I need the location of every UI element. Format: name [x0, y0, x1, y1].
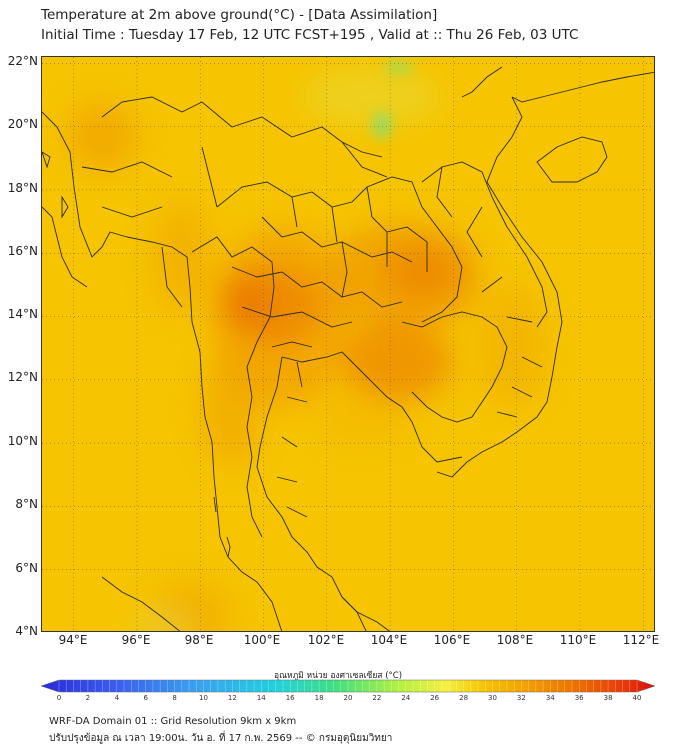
colorbar-label: 6 — [143, 694, 148, 702]
colorbar-label: 36 — [574, 694, 584, 702]
lat-label-22n: 22°N — [7, 54, 38, 68]
lat-label-4n: 4°N — [15, 624, 38, 638]
colorbar-label: 40 — [632, 694, 642, 702]
myanmar-east-border — [101, 96, 383, 158]
colorbar-label: 20 — [343, 694, 353, 702]
province-lines-2 — [261, 186, 413, 263]
myanmar-coastline — [42, 111, 283, 631]
burma-west-coast — [42, 206, 88, 288]
cool-area-borneo — [132, 612, 192, 631]
lat-label-20n: 20°N — [7, 117, 38, 131]
colorbar-label: 2 — [85, 694, 91, 702]
colorbar — [41, 679, 655, 693]
vietnam-internal-lines — [496, 316, 543, 418]
map-canvas — [42, 57, 654, 631]
footer-update-info: ปรับปรุงข้อมูล ณ เวลา 19:00น. วัน อ. ที่… — [49, 733, 393, 744]
malaysia-coast — [101, 576, 391, 631]
colorbar-label: 34 — [545, 694, 555, 702]
cool-spots — [372, 59, 413, 139]
colorbar-label: 0 — [56, 694, 62, 702]
lat-label-8n: 8°N — [15, 497, 38, 511]
lon-label-102e: 102°E — [307, 633, 345, 647]
colorbar-ticks — [58, 680, 638, 692]
temperature-blobs — [67, 67, 547, 631]
colorbar-label: 26 — [430, 694, 440, 702]
map-title: Temperature at 2m above ground(°C) - [Da… — [41, 7, 438, 23]
colorbar-label: 10 — [199, 694, 208, 702]
lat-label-6n: 6°N — [15, 561, 38, 575]
province-lines-1 — [231, 266, 403, 328]
colorbar-label: 30 — [488, 694, 497, 702]
cool-area-north — [302, 67, 442, 127]
lon-label-110e: 110°E — [559, 633, 597, 647]
borders — [42, 66, 654, 631]
colorbar-title: อุณหภูมิ หน่วย องศาเซลเซียส (°C) — [273, 671, 403, 681]
colorbar-label: 22 — [372, 694, 382, 702]
andaman-islands — [213, 496, 231, 558]
lat-label-14n: 14°N — [7, 307, 38, 321]
province-lines-3 — [341, 216, 428, 298]
warm-area-vietnam — [477, 287, 547, 407]
warm-area-myanmar-west — [152, 202, 212, 312]
thailand-peninsula — [256, 356, 367, 631]
lat-label-10n: 10°N — [7, 434, 38, 448]
gridlines — [42, 57, 654, 631]
burma-internal-lines — [81, 146, 218, 308]
lon-label-98e: 98°E — [184, 633, 214, 647]
footer-grid-info: WRF-DA Domain 01 :: Grid Resolution 9km … — [49, 716, 297, 727]
lon-label-112e: 112°E — [622, 633, 660, 647]
colorbar-label: 8 — [172, 694, 177, 702]
cool-spot-2 — [385, 59, 413, 75]
laos-internal-lines — [436, 166, 503, 293]
map-subtitle: Initial Time : Tuesday 17 Feb, 12 UTC FC… — [41, 27, 579, 43]
vietnam-coast — [436, 66, 563, 478]
coast-islands-nw — [42, 151, 69, 219]
lon-label-94e: 94°E — [58, 633, 88, 647]
thailand-border-west — [191, 236, 275, 538]
hainan-island — [536, 136, 608, 183]
hot-area-cambodia — [342, 322, 452, 402]
colorbar-label: 16 — [285, 694, 295, 702]
colorbar-label: 14 — [256, 694, 266, 702]
colorbar-label: 18 — [314, 694, 324, 702]
warm-area-south-burma — [202, 347, 262, 467]
lon-label-104e: 104°E — [370, 633, 408, 647]
lon-label-96e: 96°E — [121, 633, 151, 647]
warm-area-gulf — [317, 392, 407, 442]
colorbar-label: 4 — [114, 694, 120, 702]
thailand-north — [216, 176, 463, 323]
hot-area-west — [222, 272, 272, 332]
china-coast — [511, 71, 654, 103]
lat-label-16n: 16°N — [7, 244, 38, 258]
lon-label-106e: 106°E — [433, 633, 471, 647]
laos-border — [341, 141, 548, 328]
temperature-map[interactable] — [41, 56, 655, 632]
thailand-gulf-coast — [281, 351, 463, 463]
province-lines-4 — [271, 341, 313, 518]
cool-spot-1 — [372, 111, 392, 139]
colorbar-label: 24 — [401, 694, 411, 702]
lon-label-100e: 100°E — [243, 633, 281, 647]
colorbar-label: 12 — [227, 694, 237, 702]
lat-label-18n: 18°N — [7, 181, 38, 195]
lon-label-108e: 108°E — [496, 633, 534, 647]
cambodia-border — [401, 311, 508, 423]
colorbar-label: 38 — [603, 694, 613, 702]
hot-area-isan — [382, 242, 462, 302]
lat-label-12n: 12°N — [7, 370, 38, 384]
colorbar-label: 32 — [516, 694, 526, 702]
warm-area-nw — [67, 102, 137, 172]
colorbar-label: 28 — [459, 694, 469, 702]
